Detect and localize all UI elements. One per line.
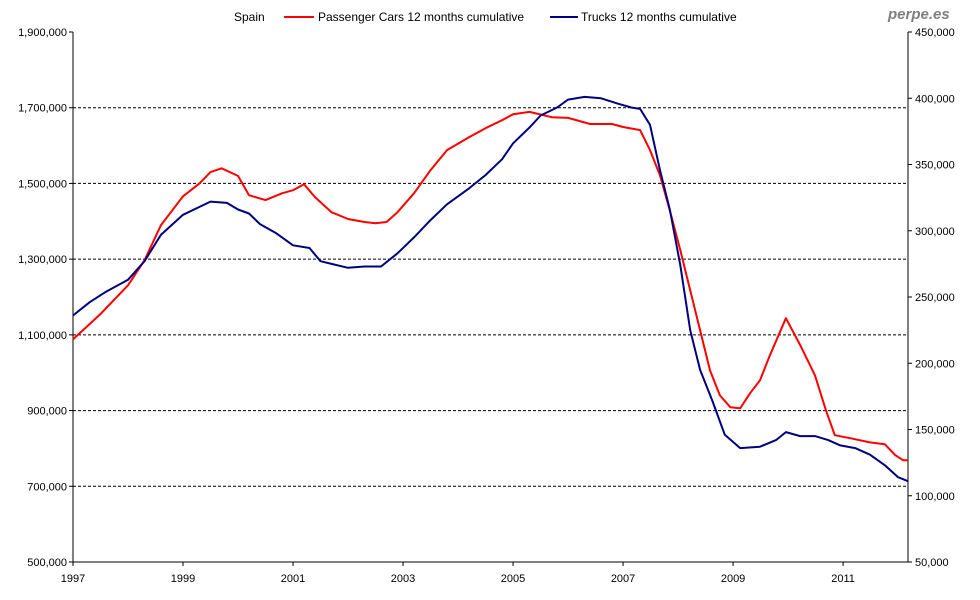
legend-title: Spain (234, 10, 265, 24)
legend: Spain Passenger Cars 12 months cumulativ… (234, 10, 737, 24)
right-tick-label: 450,000 (915, 27, 955, 39)
left-tick-label: 1,300,000 (18, 254, 67, 266)
x-tick-label: 2011 (831, 573, 855, 585)
series-line-trucks (72, 95, 909, 483)
x-tick-label: 1999 (171, 573, 195, 585)
x-tick-label: 1997 (61, 573, 85, 585)
legend-label-cars: Passenger Cars 12 months cumulative (318, 10, 524, 24)
x-tick-label: 2005 (501, 573, 525, 585)
x-tick-label: 2001 (281, 573, 305, 585)
gridlines (73, 107, 908, 487)
left-tick-label: 1,900,000 (18, 27, 67, 39)
right-tick-label: 200,000 (915, 358, 955, 370)
right-tick-label: 400,000 (915, 93, 955, 105)
left-tick-label: 500,000 (27, 557, 67, 569)
series-line-passenger-cars (72, 110, 908, 462)
right-tick-label: 150,000 (915, 425, 955, 437)
left-tick-label: 1,500,000 (18, 178, 67, 190)
right-tick-label: 50,000 (915, 557, 949, 569)
legend-label-trucks: Trucks 12 months cumulative (581, 10, 737, 24)
right-tick-label: 350,000 (915, 160, 955, 172)
left-tick-label: 1,100,000 (18, 330, 67, 342)
x-tick-label: 2007 (611, 573, 635, 585)
right-tick-label: 250,000 (915, 292, 955, 304)
x-tick-label: 2003 (391, 573, 415, 585)
right-tick-label: 300,000 (915, 226, 955, 238)
left-tick-label: 700,000 (27, 481, 67, 493)
brand-logo: perpe.es (887, 6, 950, 23)
right-tick-label: 100,000 (915, 491, 955, 503)
left-tick-label: 900,000 (27, 406, 67, 418)
left-tick-label: 1,700,000 (18, 103, 67, 115)
x-tick-label: 2009 (721, 573, 745, 585)
